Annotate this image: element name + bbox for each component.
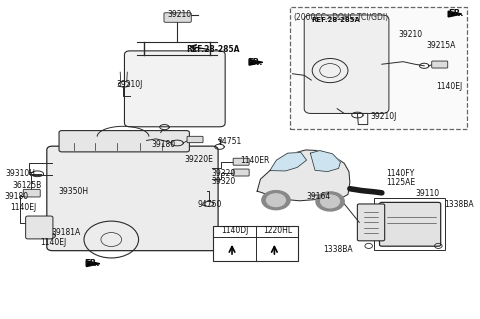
FancyBboxPatch shape [47,146,218,251]
Text: 39210: 39210 [398,30,422,39]
FancyBboxPatch shape [233,169,249,176]
Text: 39310H: 39310H [5,169,36,178]
Text: (2000CC>DOHC-TCI/GDI): (2000CC>DOHC-TCI/GDI) [294,13,389,22]
Polygon shape [86,261,100,267]
FancyBboxPatch shape [25,216,53,239]
Circle shape [262,191,290,210]
Circle shape [266,194,286,206]
Text: 1220HL: 1220HL [263,226,292,234]
Text: 1140ER: 1140ER [240,156,270,165]
Polygon shape [249,59,263,65]
Text: REF.28-285A: REF.28-285A [311,17,360,23]
Text: 36125B: 36125B [12,181,42,190]
Text: REF.28-285A: REF.28-285A [187,45,240,55]
FancyBboxPatch shape [124,51,225,127]
Circle shape [321,195,339,208]
Text: 39164: 39164 [307,191,331,201]
Text: 39180: 39180 [151,140,175,149]
Text: 39215A: 39215A [427,41,456,50]
Text: 94750: 94750 [197,200,222,209]
Text: 1338BA: 1338BA [323,245,353,254]
Text: 39180: 39180 [4,192,29,201]
Text: 94751: 94751 [217,137,241,145]
Text: 39110: 39110 [416,189,440,198]
Text: 39350H: 39350H [58,187,88,196]
FancyBboxPatch shape [24,189,40,197]
Text: FR.: FR. [248,58,263,67]
Text: FR.: FR. [449,9,464,18]
Text: 1338BA: 1338BA [444,200,474,209]
FancyBboxPatch shape [358,204,384,241]
Text: 1140EJ: 1140EJ [10,203,36,211]
Text: 1140EJ: 1140EJ [436,82,462,91]
Text: 1140FY: 1140FY [386,169,415,178]
FancyBboxPatch shape [432,61,448,68]
FancyBboxPatch shape [59,130,190,152]
Polygon shape [311,151,340,172]
FancyBboxPatch shape [164,13,191,22]
Text: 39320: 39320 [212,177,236,186]
FancyBboxPatch shape [304,15,389,114]
FancyBboxPatch shape [187,136,203,143]
Text: 39220E: 39220E [184,155,213,164]
FancyBboxPatch shape [233,158,249,165]
Polygon shape [270,152,307,171]
Text: 1140EJ: 1140EJ [41,238,67,247]
Polygon shape [448,11,462,17]
Polygon shape [257,150,350,201]
Text: 1125AE: 1125AE [386,178,416,187]
Text: 39210: 39210 [168,11,192,19]
Text: FR.: FR. [84,259,100,268]
Text: 39210J: 39210J [116,80,143,89]
Text: 39181A: 39181A [51,228,81,237]
Bar [214,226,298,261]
FancyBboxPatch shape [290,7,467,129]
Text: 1140DJ: 1140DJ [221,226,248,234]
Text: 39210J: 39210J [370,112,396,121]
Text: 39320: 39320 [212,169,236,178]
Circle shape [316,192,344,211]
FancyBboxPatch shape [380,202,441,246]
